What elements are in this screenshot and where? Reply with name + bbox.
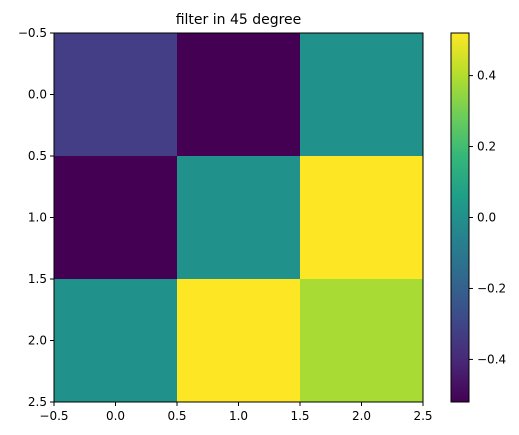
heatmap-cell	[177, 33, 300, 156]
heatmap-cell	[177, 156, 300, 279]
y-tick-label: 0.5	[28, 149, 47, 163]
colorbar-tick-label: 0.2	[477, 140, 496, 154]
y-tick-label: 1.0	[28, 211, 47, 225]
y-axis-ticks: −0.5 0.0 0.5 1.0 1.5 2.0 2.5	[18, 26, 54, 409]
y-tick-label: −0.5	[18, 26, 47, 40]
colorbar-tick-label: −0.2	[477, 281, 506, 295]
x-tick-label: 0.0	[106, 409, 125, 423]
heatmap-cell	[177, 279, 300, 402]
y-tick-label: 2.5	[28, 395, 47, 409]
x-tick-label: −0.5	[39, 409, 68, 423]
colorbar-tick-label: −0.4	[477, 352, 506, 366]
y-tick-label: 2.0	[28, 334, 47, 348]
heatmap-cell	[300, 279, 423, 402]
x-tick-label: 2.5	[413, 409, 432, 423]
x-tick-label: 0.5	[167, 409, 186, 423]
x-tick-label: 2.0	[352, 409, 371, 423]
colorbar-tick-label: 0.0	[477, 211, 496, 225]
heatmap-cell	[54, 156, 177, 279]
x-tick-label: 1.5	[290, 409, 309, 423]
x-axis-ticks: −0.5 0.0 0.5 1.0 1.5 2.0 2.5	[39, 402, 433, 423]
heatmap-cell	[54, 279, 177, 402]
heatmap-cell	[300, 156, 423, 279]
y-tick-label: 0.0	[28, 88, 47, 102]
x-tick-label: 1.0	[229, 409, 248, 423]
chart-title: filter in 45 degree	[176, 12, 302, 28]
heatmap-cell	[54, 33, 177, 156]
colorbar-ticks: 0.4 0.2 0.0 −0.2 −0.4	[469, 69, 506, 366]
y-tick-label: 1.5	[28, 272, 47, 286]
heatmap-cells	[54, 33, 423, 402]
heatmap-cell	[300, 33, 423, 156]
colorbar	[451, 33, 469, 402]
colorbar-tick-label: 0.4	[477, 69, 496, 83]
